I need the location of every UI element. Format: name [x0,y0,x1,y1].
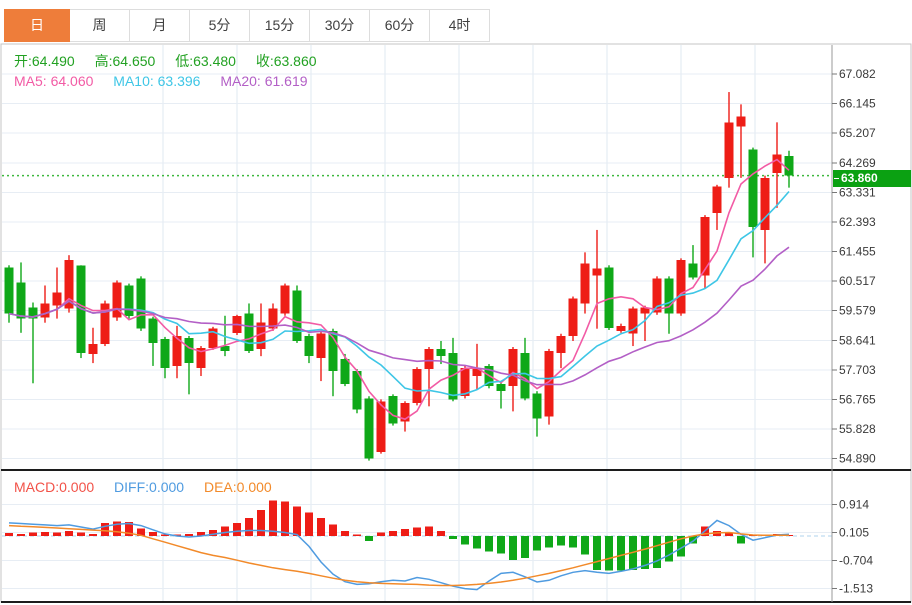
macd-value: MACD:0.000 [14,479,95,495]
svg-text:63.331: 63.331 [839,185,876,199]
svg-text:0.105: 0.105 [839,525,869,539]
ma5-value: MA5: 64.060 [14,73,94,89]
ma-header: MA5: 64.060 MA10: 63.396 MA20: 61.619 [14,73,324,89]
ma20-line [8,246,790,386]
svg-text:57.703: 57.703 [839,363,876,377]
svg-text:54.890: 54.890 [839,452,876,466]
svg-text:0.914: 0.914 [839,497,869,511]
tab-week[interactable]: 周 [70,9,130,42]
svg-text:58.641: 58.641 [839,333,876,347]
svg-text:64.269: 64.269 [839,156,876,170]
svg-text:60.517: 60.517 [839,274,876,288]
candlestick-series [4,92,794,461]
interval-tabs: 日 周 月 5分 15分 30分 60分 4时 [4,9,490,42]
tab-4hour[interactable]: 4时 [430,9,490,42]
high-value: 高:64.650 [94,53,156,69]
tab-month[interactable]: 月 [130,9,190,42]
diff-line [8,519,790,591]
diff-value: DIFF:0.000 [114,479,185,495]
ma5-line [8,158,790,421]
macd-header: MACD:0.000 DIFF:0.000 DEA:0.000 [14,479,288,495]
ma10-line [8,190,790,397]
open-value: 开:64.490 [14,53,75,69]
tab-15min[interactable]: 15分 [250,9,310,42]
tab-day[interactable]: 日 [4,9,70,42]
dea-value: DEA:0.000 [203,479,272,495]
ohlc-header: 开:64.490 高:64.650 低:63.480 收:63.860 [14,51,333,71]
svg-text:61.455: 61.455 [839,245,876,259]
svg-text:-1.513: -1.513 [839,581,873,595]
svg-text:65.207: 65.207 [839,126,876,140]
current-price-tag: 63.860 [833,170,911,187]
ma10-line [8,190,790,397]
ma20-value: MA20: 61.619 [220,73,308,89]
svg-text:62.393: 62.393 [839,215,876,229]
svg-text:56.765: 56.765 [839,393,876,407]
ma5-line [8,158,790,421]
svg-text:59.579: 59.579 [839,304,876,318]
gridlines [2,45,832,602]
dea-line [8,524,789,587]
close-value: 收:63.860 [255,53,317,69]
svg-text:-0.704: -0.704 [839,553,873,567]
tab-30min[interactable]: 30分 [310,9,370,42]
ma10-value: MA10: 63.396 [113,73,201,89]
low-value: 低:63.480 [175,53,236,69]
ma20-line [8,246,790,386]
tab-60min[interactable]: 60分 [370,9,430,42]
svg-text:66.145: 66.145 [839,97,876,111]
tab-5min[interactable]: 5分 [190,9,250,42]
svg-text:67.082: 67.082 [839,67,876,81]
y-axis-labels: 67.082 66.145 65.207 64.269 63.331 62.393 61.4… [832,67,876,595]
panel-borders [0,43,912,603]
svg-text:55.828: 55.828 [839,422,876,436]
